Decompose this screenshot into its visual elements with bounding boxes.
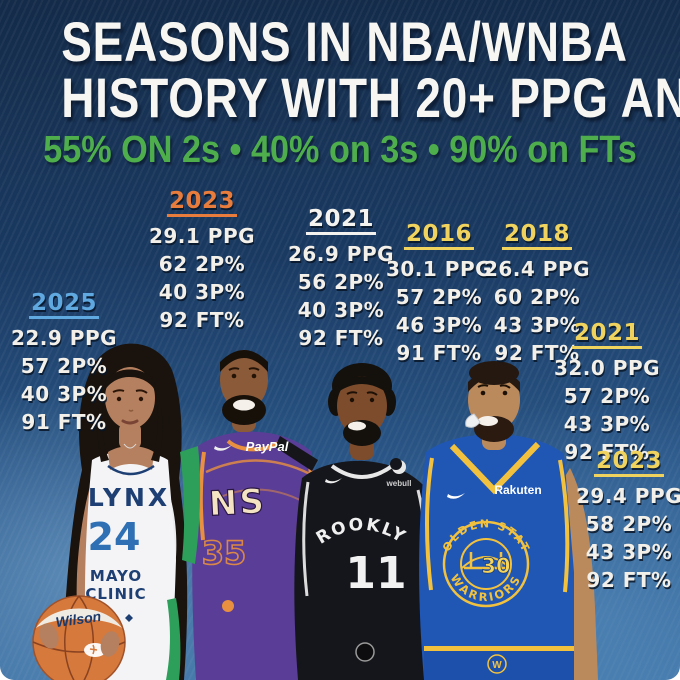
two-point-stat: 57 2P%: [395, 285, 483, 309]
free-throw-stat: 92 FT%: [586, 568, 672, 592]
season-year: 2025: [28, 290, 100, 319]
season-year: 2023: [593, 448, 665, 477]
ppg-stat: 32.0 PPG: [553, 356, 661, 380]
suns-wordmark-fragment: NS: [208, 482, 267, 525]
three-point-stat: 43 3P%: [563, 412, 651, 436]
wilson-logo-text: Wilson: [55, 608, 103, 630]
headline-line-1: SEASONS IN NBA/WNBA: [61, 10, 628, 73]
stat-block-2018: 2018 26.4 PPG 60 2P% 43 3P% 92 FT%: [484, 221, 590, 367]
stat-block-nets-2021: 2021 26.9 PPG 56 2P% 40 3P% 92 FT%: [288, 206, 394, 352]
two-point-stat: 57 2P%: [563, 384, 651, 408]
stat-block-2016: 2016 30.1 PPG 57 2P% 46 3P% 91 FT%: [386, 221, 492, 367]
nets-ball-logo-icon: [355, 642, 375, 662]
three-point-stat: 43 3P%: [585, 540, 673, 564]
warriors-waist-logo-icon: [487, 654, 507, 674]
mayo-clinic-line-1: MAYO: [90, 567, 142, 585]
player-suns: NS 35 PayPal: [192, 350, 318, 680]
three-point-stat: 43 3P%: [493, 313, 581, 337]
suns-number-fragment: 35: [202, 534, 247, 572]
nets-jersey-number: 11: [345, 548, 406, 599]
wnba-basketball: Wilson: [32, 595, 126, 680]
nike-swoosh-icon: [325, 478, 342, 484]
free-throw-stat: 91 FT%: [396, 341, 482, 365]
ppg-stat: 26.9 PPG: [287, 242, 395, 266]
stat-block-suns-2023: 2023 29.1 PPG 62 2P% 40 3P% 92 FT%: [149, 188, 255, 334]
season-year: 2021: [571, 320, 643, 349]
ppg-stat: 22.9 PPG: [10, 326, 118, 350]
stat-block-warriors-2021: 2021 32.0 PPG 57 2P% 43 3P% 92 FT%: [554, 320, 660, 466]
season-year: 2016: [403, 221, 475, 250]
season-year: 2018: [501, 221, 573, 250]
two-point-stat: 58 2P%: [585, 512, 673, 536]
suns-sun-icon: [222, 600, 234, 612]
ppg-stat: 30.1 PPG: [385, 257, 493, 281]
ppg-stat: 29.1 PPG: [148, 224, 256, 248]
three-point-stat: 40 3P%: [20, 382, 108, 406]
free-throw-stat: 91 FT%: [21, 410, 107, 434]
warriors-jersey-number: 30: [481, 554, 510, 578]
ppg-stat: 29.4 PPG: [575, 484, 680, 508]
free-throw-stat: 92 FT%: [564, 440, 650, 464]
rakuten-logo-text: Rakuten: [494, 483, 541, 497]
svg-text:W: W: [492, 660, 502, 671]
ppg-stat: 26.4 PPG: [483, 257, 591, 281]
two-point-stat: 62 2P%: [158, 252, 246, 276]
free-throw-stat: 92 FT%: [494, 341, 580, 365]
nike-swoosh-icon: [447, 493, 465, 499]
season-year: 2021: [305, 206, 377, 235]
stat-block-lynx-2025: 2025 22.9 PPG 57 2P% 40 3P% 91 FT%: [11, 290, 117, 436]
free-throw-stat: 92 FT%: [298, 326, 384, 350]
three-point-stat: 46 3P%: [395, 313, 483, 337]
necklace: [123, 443, 137, 449]
lynx-team-wordmark: LYNX: [88, 483, 170, 512]
lynx-jersey-number: 24: [88, 515, 141, 559]
three-point-stat: 40 3P%: [158, 280, 246, 304]
headline-criteria: 55% ON 2s • 40% on 3s • 90% on FTs: [43, 129, 637, 171]
two-point-stat: 60 2P%: [493, 285, 581, 309]
headline-line-2: HISTORY WITH 20+ PPG AND: [61, 66, 680, 129]
season-year: 2023: [166, 188, 238, 217]
paypal-logo-text: PayPal: [246, 439, 289, 454]
mouthguard: [465, 413, 481, 428]
two-point-stat: 56 2P%: [297, 270, 385, 294]
free-throw-stat: 92 FT%: [159, 308, 245, 332]
nike-swoosh-icon: [214, 445, 232, 451]
mayo-clinic-line-2: CLINIC: [85, 585, 146, 603]
webull-logo-text: webull: [386, 479, 412, 488]
lynx-waist-logo-icon: [125, 614, 133, 622]
shoulder-strap: [275, 436, 318, 471]
three-point-stat: 40 3P%: [297, 298, 385, 322]
bridge-icon: [464, 552, 508, 570]
two-point-stat: 57 2P%: [20, 354, 108, 378]
player-lynx: LYNX 24 MAYO CLINIC Wilson: [32, 343, 201, 680]
stat-block-warriors-2023: 2023 29.4 PPG 58 2P% 43 3P% 92 FT%: [576, 448, 680, 594]
